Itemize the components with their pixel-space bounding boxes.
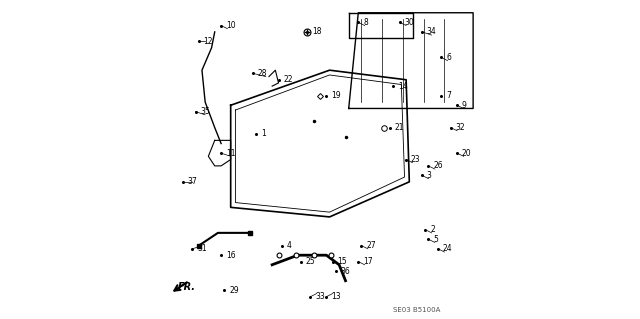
Text: 21: 21: [395, 123, 404, 132]
Text: 36: 36: [340, 267, 351, 276]
Text: 37: 37: [188, 177, 197, 186]
Text: 34: 34: [427, 27, 436, 36]
Text: 28: 28: [258, 69, 268, 78]
Text: SE03 B5100A: SE03 B5100A: [394, 307, 441, 313]
Text: 3: 3: [427, 171, 432, 180]
Text: 31: 31: [197, 244, 207, 253]
Text: 5: 5: [433, 235, 438, 244]
Text: 19: 19: [331, 91, 340, 100]
Text: 6: 6: [446, 53, 451, 62]
Text: 16: 16: [226, 251, 236, 260]
Text: 17: 17: [363, 257, 372, 266]
Text: 25: 25: [306, 257, 316, 266]
Text: 24: 24: [443, 244, 452, 253]
Text: 22: 22: [284, 75, 293, 84]
Text: 30: 30: [404, 18, 414, 27]
Text: 27: 27: [366, 241, 376, 250]
Text: FR.: FR.: [178, 282, 196, 292]
Text: 14: 14: [398, 82, 408, 91]
Text: 20: 20: [462, 149, 472, 158]
Text: 23: 23: [411, 155, 420, 164]
Text: 12: 12: [204, 37, 213, 46]
Text: 4: 4: [287, 241, 291, 250]
Text: 32: 32: [456, 123, 465, 132]
Text: 15: 15: [337, 257, 347, 266]
Text: 33: 33: [316, 292, 325, 301]
Text: 9: 9: [462, 101, 467, 110]
Text: 7: 7: [446, 91, 451, 100]
Text: 10: 10: [226, 21, 236, 30]
Text: 11: 11: [226, 149, 236, 158]
Text: 13: 13: [331, 292, 340, 301]
Text: 8: 8: [363, 18, 368, 27]
Text: 29: 29: [229, 286, 239, 295]
Text: 1: 1: [261, 130, 266, 138]
Text: 18: 18: [312, 27, 321, 36]
Text: 2: 2: [430, 225, 435, 234]
Text: 26: 26: [433, 161, 443, 170]
Text: 35: 35: [200, 107, 210, 116]
